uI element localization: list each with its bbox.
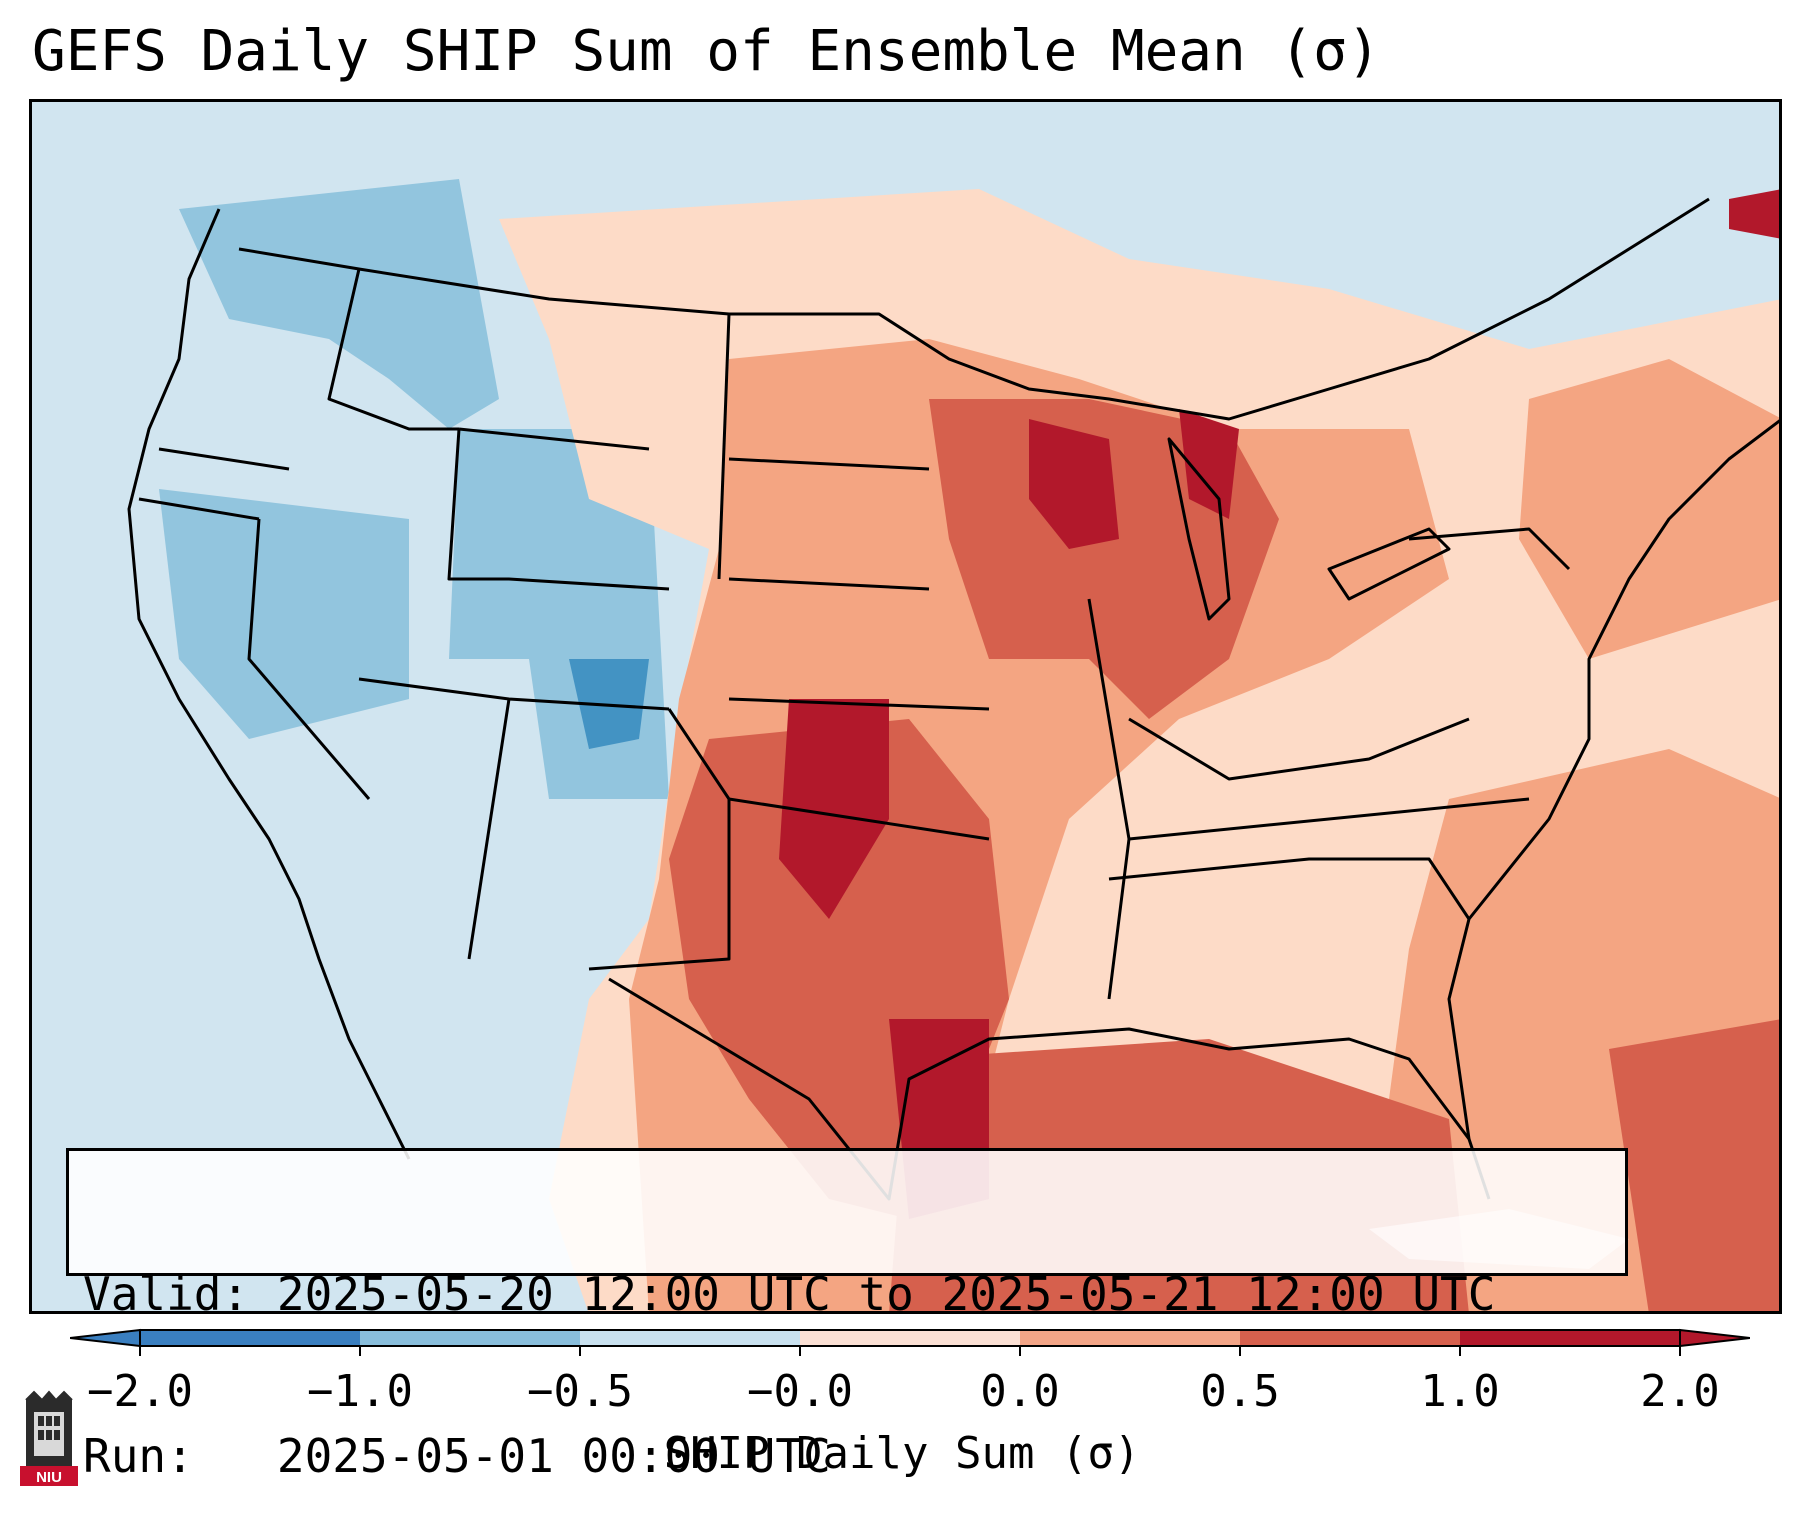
colorbar-segment [800, 1330, 1021, 1346]
valid-value: 2025-05-20 12:00 UTC to 2025-05-21 12:00… [276, 1267, 1496, 1321]
great-lake-michigan [1167, 437, 1231, 621]
boundary-nd-sd [728, 457, 930, 471]
coastline-west [127, 208, 411, 1160]
great-lake-erie [1327, 527, 1451, 601]
colorbar-segment [580, 1330, 801, 1346]
field-northeast-max [1729, 189, 1782, 239]
valid-label: Valid: [83, 1267, 250, 1321]
colorbar-segment [1460, 1330, 1681, 1346]
colorbar [70, 1328, 1750, 1356]
boundary-south [1108, 857, 1471, 920]
colorbar-tick-label: 0.0 [980, 1366, 1060, 1417]
boundary-ks-ok [728, 697, 990, 711]
boundary-montana-wyoming [458, 427, 650, 451]
boundary-ca-nv [247, 518, 371, 800]
validity-info-box: Valid: 2025-05-20 12:00 UTC to 2025-05-2… [66, 1148, 1628, 1483]
field-caribbean-strong [1609, 1019, 1782, 1314]
run-label: Run: [83, 1429, 194, 1483]
boundary-pa-ny [1408, 527, 1571, 571]
boundary-ohio-river [1128, 717, 1470, 781]
colorbar-tick-label: −1.0 [307, 1366, 413, 1417]
run-value: 2025-05-01 00:00 UTC [276, 1429, 831, 1483]
boundary-nm-tx [588, 708, 731, 971]
field-west-mid-blue [179, 179, 499, 429]
boundary-or-ca [138, 497, 260, 521]
colorbar-segment [1020, 1330, 1241, 1346]
colorbar-tick-label: 1.0 [1420, 1366, 1500, 1417]
colorbar-tick-label: 2.0 [1640, 1366, 1720, 1417]
colorbar-tick-label: −2.0 [87, 1366, 193, 1417]
page-title: GEFS Daily SHIP Sum of Ensemble Mean (σ) [32, 19, 1381, 84]
logo-text: NIU [36, 1469, 62, 1486]
colorbar-tick-label: −0.0 [747, 1366, 853, 1417]
boundary-wyoming-colorado [447, 428, 670, 591]
boundary-mississippi [1087, 598, 1131, 1000]
state-boundaries [127, 197, 1782, 1201]
colorbar-segment [1240, 1330, 1461, 1346]
field-northeast-mid [1519, 359, 1782, 659]
anomaly-map[interactable] [29, 99, 1782, 1314]
boundary-ok-tx [728, 797, 990, 841]
field-oklahoma-max [779, 699, 889, 919]
canada-border [238, 197, 1710, 421]
valid-line: Valid: 2025-05-20 12:00 UTC to 2025-05-2… [83, 1267, 1611, 1321]
run-line: Run: 2025-05-01 00:00 UTC [83, 1429, 1611, 1483]
boundary-az-nm [467, 698, 511, 960]
niu-logo: NIU [20, 1390, 78, 1486]
colorbar-segment [140, 1330, 361, 1346]
colorbar-label: SHIP Daily Sum (σ) [663, 1428, 1141, 1479]
map-border [29, 99, 1782, 1314]
boundary-sd-ne [728, 577, 930, 591]
colorbar-extend-high [1679, 1328, 1750, 1348]
field-michigan-max [1179, 409, 1239, 519]
map-panel[interactable] [29, 99, 1782, 1314]
boundary-tn-ky [1128, 797, 1530, 841]
coastline-atlantic [1447, 417, 1782, 1140]
colorbar-segment [360, 1330, 581, 1346]
boundary-wa-or [158, 447, 290, 471]
boundary-dakotas [717, 313, 731, 580]
field-great-lakes-max [1029, 419, 1119, 549]
logo-tower-top [25, 1390, 73, 1402]
coastline-gulf [608, 977, 1491, 1201]
colorbar-tick-label: 0.5 [1200, 1366, 1280, 1417]
colorbar-tick-label: −0.5 [527, 1366, 633, 1417]
colorbar-outline [139, 1329, 1681, 1347]
field-great-basin-blue [159, 489, 409, 739]
colorbar-extend-low [70, 1328, 141, 1348]
boundary-idaho [327, 268, 459, 431]
